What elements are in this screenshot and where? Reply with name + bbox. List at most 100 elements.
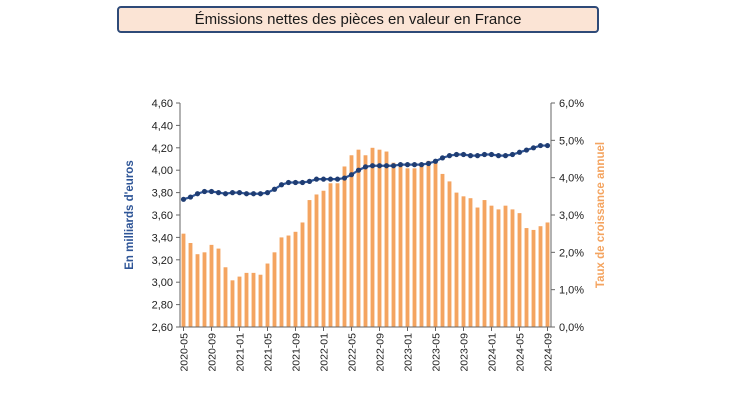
left-tick-label: 3,40	[152, 232, 173, 244]
emissions-line	[180, 142, 551, 202]
right-tick-label: 2,0%	[559, 247, 584, 259]
x-tick-label: 2022-01	[319, 333, 331, 372]
growth-bar-2023-05	[433, 162, 438, 327]
left-tick-label: 4,40	[152, 120, 173, 132]
growth-bar-2022-06	[356, 149, 361, 327]
emissions-point-2020-12	[229, 190, 236, 196]
growth-bar-2021-07	[279, 237, 284, 327]
growth-bar-2023-02	[412, 168, 417, 327]
emissions-point-2021-04	[257, 191, 264, 197]
x-tick-label: 2022-05	[347, 333, 359, 372]
growth-bar-2022-12	[398, 166, 403, 327]
growth-bar-2023-07	[447, 181, 452, 327]
growth-bar-2023-09	[461, 196, 466, 327]
growth-bar-2022-03	[335, 183, 340, 327]
emissions-point-2023-10	[467, 153, 474, 159]
growth-bar-2023-10	[468, 198, 473, 327]
growth-bar-2022-11	[391, 162, 396, 327]
x-tick-label: 2021-05	[263, 333, 275, 372]
growth-bar-2021-06	[272, 252, 277, 327]
growth-bar-2024-06	[524, 228, 529, 327]
emissions-point-2021-05	[264, 190, 271, 196]
left-tick-label: 4,20	[152, 143, 173, 155]
emissions-point-2022-06	[355, 167, 362, 173]
growth-bar-2024-04	[510, 209, 515, 327]
emissions-point-2023-05	[432, 158, 439, 164]
growth-bar-2021-12	[314, 194, 319, 327]
growth-bar-2022-08	[370, 147, 375, 327]
growth-bar-2023-01	[405, 168, 410, 327]
emissions-point-2020-05	[180, 196, 187, 202]
x-tick-label: 2020-09	[207, 333, 219, 372]
growth-bar-2021-11	[307, 200, 312, 327]
emissions-point-2024-09	[544, 142, 551, 149]
emissions-point-2021-11	[306, 178, 313, 184]
growth-bar-2024-09	[545, 222, 550, 327]
emissions-point-2021-12	[313, 176, 320, 182]
growth-bar-2020-05	[181, 233, 186, 327]
growth-bar-2023-12	[482, 200, 487, 327]
emissions-point-2024-04	[509, 151, 516, 158]
x-tick-label: 2024-09	[543, 333, 555, 372]
growth-bar-2022-09	[377, 149, 382, 327]
emissions-point-2022-07	[362, 164, 369, 170]
left-tick-label: 4,60	[152, 98, 173, 110]
x-tick-label: 2024-05	[515, 333, 527, 372]
emissions-point-2021-07	[278, 182, 285, 188]
left-tick-label: 2,80	[152, 300, 173, 312]
growth-bar-2023-04	[426, 160, 431, 327]
emissions-point-2022-05	[348, 172, 355, 178]
growth-bar-2021-09	[293, 231, 298, 327]
growth-bar-2023-11	[475, 207, 480, 327]
x-tick-label: 2023-05	[431, 333, 443, 372]
growth-bar-2024-05	[517, 213, 522, 327]
emissions-point-2024-08	[537, 142, 544, 149]
growth-bar-2024-03	[503, 205, 508, 327]
x-tick-label: 2020-05	[179, 333, 191, 372]
left-tick-label: 2,60	[152, 322, 173, 334]
growth-bar-2024-08	[538, 226, 543, 327]
right-tick-label: 5,0%	[559, 135, 584, 147]
emissions-point-2023-03	[418, 162, 425, 168]
growth-bar-2020-08	[202, 252, 207, 327]
x-tick-label: 2024-01	[487, 333, 499, 372]
emissions-point-2024-07	[530, 145, 537, 151]
x-tick-label: 2023-01	[403, 333, 415, 372]
growth-bar-2023-03	[419, 164, 424, 327]
emissions-point-2022-11	[390, 163, 397, 169]
emissions-point-2021-01	[236, 190, 243, 196]
x-tick-label: 2022-09	[375, 333, 387, 372]
right-tick-label: 3,0%	[559, 210, 584, 222]
growth-bar-2020-07	[195, 254, 200, 327]
left-tick-label: 3,00	[152, 277, 173, 289]
emissions-point-2021-10	[299, 179, 306, 186]
emissions-point-2023-11	[474, 153, 481, 159]
emissions-point-2024-06	[523, 147, 530, 153]
growth-bar-2021-10	[300, 222, 305, 327]
x-tick-label: 2023-09	[459, 333, 471, 372]
emissions-point-2020-11	[222, 191, 229, 197]
growth-bar-2022-05	[349, 155, 354, 327]
emissions-point-2023-02	[411, 162, 418, 168]
emissions-point-2022-04	[341, 175, 348, 181]
growth-bar-2024-02	[496, 209, 501, 327]
emissions-point-2022-03	[334, 176, 341, 182]
emissions-point-2020-07	[194, 191, 201, 197]
growth-bar-2023-06	[440, 173, 445, 327]
emissions-point-2020-08	[201, 188, 208, 195]
right-tick-label: 6,0%	[559, 98, 584, 110]
emissions-point-2022-01	[320, 176, 327, 182]
emissions-point-2022-12	[397, 162, 404, 168]
left-tick-label: 3,80	[152, 188, 173, 200]
emissions-point-2020-06	[187, 194, 194, 200]
emissions-point-2024-02	[495, 153, 502, 159]
growth-bar-2024-07	[531, 229, 536, 327]
growth-bar-2022-04	[342, 166, 347, 327]
growth-bar-2021-04	[258, 274, 263, 327]
growth-rate-bars	[181, 147, 550, 327]
emissions-point-2021-08	[285, 179, 292, 186]
emissions-point-2023-07	[446, 153, 453, 159]
emissions-point-2024-01	[488, 151, 495, 158]
emissions-point-2022-02	[327, 176, 334, 182]
